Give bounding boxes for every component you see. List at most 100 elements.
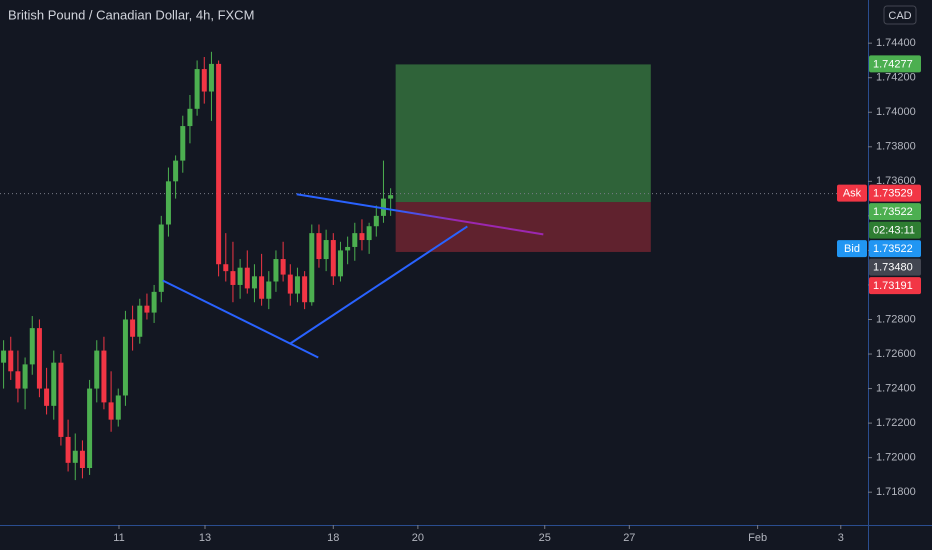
y-tick-label: 1.72600 bbox=[876, 348, 916, 360]
candle-body bbox=[208, 63, 214, 92]
chart-title: British Pound / Canadian Dollar, 4h, FXC… bbox=[8, 7, 254, 22]
candle-body bbox=[294, 276, 300, 294]
candle-body bbox=[251, 276, 257, 289]
x-tick-label: Feb bbox=[748, 532, 767, 544]
trend-line bbox=[296, 193, 544, 236]
y-tick-label: 1.74400 bbox=[876, 37, 916, 49]
candle-body bbox=[388, 195, 394, 199]
candle-body bbox=[216, 63, 222, 265]
candle-body bbox=[158, 224, 164, 292]
candle-body bbox=[79, 450, 85, 469]
candle-body bbox=[44, 388, 50, 406]
candle-body bbox=[201, 69, 207, 92]
price-label-box bbox=[869, 55, 921, 73]
candle-body bbox=[373, 215, 379, 227]
candle-body bbox=[51, 362, 57, 406]
price-tag: Bid bbox=[844, 243, 860, 255]
candle-body bbox=[22, 364, 28, 389]
trend-line bbox=[162, 279, 319, 359]
candle-body bbox=[180, 126, 186, 161]
candle-body bbox=[36, 328, 42, 389]
price-label: 1.73522 bbox=[873, 206, 913, 218]
y-tick-label: 1.72200 bbox=[876, 417, 916, 429]
price-label-box bbox=[869, 240, 921, 258]
axes: 1.71800 1.72000 1.72200 1.72400 1.72600 1.728… bbox=[113, 37, 921, 544]
x-tick-label: 20 bbox=[412, 532, 424, 544]
price-label-box bbox=[869, 258, 921, 276]
candle-body bbox=[330, 240, 336, 277]
price-tag: Ask bbox=[843, 188, 862, 200]
currency-badge[interactable] bbox=[883, 5, 917, 25]
y-tick-label: 1.73600 bbox=[876, 175, 916, 187]
y-tick-label: 1.72400 bbox=[876, 382, 916, 394]
candle-body bbox=[323, 240, 329, 260]
price-label: 1.74277 bbox=[873, 58, 913, 70]
y-tick-label: 1.71800 bbox=[876, 486, 916, 498]
x-tick-label: 13 bbox=[199, 532, 211, 544]
y-tick-label: 1.72000 bbox=[876, 452, 916, 464]
price-label: 1.73522 bbox=[873, 243, 913, 255]
candle-body bbox=[58, 362, 64, 437]
candle-body bbox=[266, 281, 272, 299]
candle-body bbox=[144, 305, 150, 313]
candle-body bbox=[87, 388, 93, 469]
price-label-box bbox=[869, 221, 921, 239]
candle-body bbox=[8, 350, 14, 372]
price-label: 1.73529 bbox=[873, 188, 913, 200]
candle-body bbox=[366, 226, 372, 241]
x-tick-label: 11 bbox=[113, 532, 124, 544]
y-tick-label: 1.74000 bbox=[876, 106, 916, 118]
candle-body bbox=[352, 233, 358, 247]
candle-body bbox=[137, 305, 143, 337]
x-tick-label: 18 bbox=[327, 532, 339, 544]
candle-body bbox=[259, 276, 265, 299]
price-label: 1.73191 bbox=[873, 280, 913, 292]
y-tick-label: 1.74200 bbox=[876, 72, 916, 84]
candle-body bbox=[165, 181, 171, 225]
candle-body bbox=[130, 319, 136, 337]
candle-body bbox=[223, 264, 229, 272]
candle-body bbox=[115, 395, 121, 420]
price-label: 1.73480 bbox=[873, 262, 913, 274]
x-tick-label: 3 bbox=[838, 532, 844, 544]
candle-body bbox=[29, 328, 35, 365]
candle-body bbox=[359, 233, 365, 241]
candle-body bbox=[237, 267, 243, 285]
y-tick-label: 1.73800 bbox=[876, 141, 916, 153]
currency-label: CAD bbox=[888, 10, 911, 22]
candle-body bbox=[244, 267, 250, 289]
candle-body bbox=[280, 259, 286, 275]
candle-body bbox=[337, 250, 343, 277]
price-label: 02:43:11 bbox=[873, 225, 915, 237]
candle-body bbox=[287, 274, 293, 294]
price-label-box bbox=[869, 277, 921, 295]
trend-line bbox=[289, 225, 468, 345]
candle-body bbox=[187, 108, 193, 127]
candle-body bbox=[72, 450, 78, 463]
price-label-box bbox=[869, 184, 921, 202]
x-tick-label: 25 bbox=[539, 532, 551, 544]
candle-body bbox=[1, 350, 7, 363]
candle-body bbox=[108, 402, 114, 420]
candle-body bbox=[230, 271, 236, 285]
candle-body bbox=[101, 350, 107, 403]
candle-body bbox=[173, 160, 179, 182]
price-tag-box bbox=[837, 240, 867, 258]
candle-body bbox=[302, 276, 308, 303]
plot-area bbox=[0, 51, 868, 481]
candle-body bbox=[273, 259, 279, 282]
candle-body bbox=[15, 371, 21, 389]
candle-body bbox=[122, 319, 128, 396]
x-tick-label: 27 bbox=[623, 532, 635, 544]
candle-body bbox=[316, 233, 322, 260]
loss-zone bbox=[395, 202, 651, 252]
candle-body bbox=[94, 350, 100, 389]
candle-body bbox=[345, 246, 351, 251]
price-label-box bbox=[869, 203, 921, 221]
y-tick-label: 1.72800 bbox=[876, 313, 916, 325]
candle-body bbox=[151, 291, 157, 313]
profit-zone bbox=[395, 64, 651, 203]
price-tag-box bbox=[837, 184, 867, 202]
candle-body bbox=[65, 436, 71, 463]
candle-body bbox=[309, 233, 315, 303]
